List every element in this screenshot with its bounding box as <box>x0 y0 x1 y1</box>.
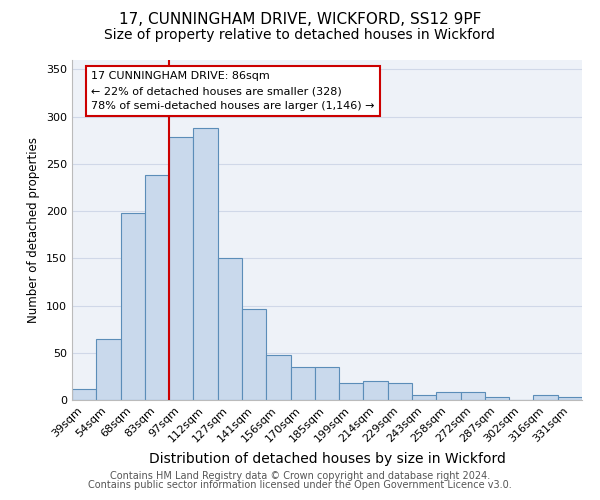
Bar <box>218 258 242 400</box>
Text: 17 CUNNINGHAM DRIVE: 86sqm
← 22% of detached houses are smaller (328)
78% of sem: 17 CUNNINGHAM DRIVE: 86sqm ← 22% of deta… <box>91 72 375 111</box>
Bar <box>121 213 145 400</box>
Bar <box>412 396 436 400</box>
Y-axis label: Number of detached properties: Number of detached properties <box>28 137 40 323</box>
Bar <box>96 338 121 400</box>
Bar <box>242 310 266 400</box>
Text: Contains public sector information licensed under the Open Government Licence v3: Contains public sector information licen… <box>88 480 512 490</box>
Text: Contains HM Land Registry data © Crown copyright and database right 2024.: Contains HM Land Registry data © Crown c… <box>110 471 490 481</box>
Bar <box>72 388 96 400</box>
Bar <box>145 175 169 400</box>
Bar <box>364 381 388 400</box>
Bar <box>533 396 558 400</box>
Text: Size of property relative to detached houses in Wickford: Size of property relative to detached ho… <box>104 28 496 42</box>
X-axis label: Distribution of detached houses by size in Wickford: Distribution of detached houses by size … <box>149 452 505 466</box>
Bar <box>339 383 364 400</box>
Text: 17, CUNNINGHAM DRIVE, WICKFORD, SS12 9PF: 17, CUNNINGHAM DRIVE, WICKFORD, SS12 9PF <box>119 12 481 28</box>
Bar <box>558 397 582 400</box>
Bar <box>290 367 315 400</box>
Bar <box>436 392 461 400</box>
Bar <box>193 128 218 400</box>
Bar <box>461 392 485 400</box>
Bar <box>388 383 412 400</box>
Bar <box>266 354 290 400</box>
Bar <box>315 367 339 400</box>
Bar <box>485 397 509 400</box>
Bar <box>169 138 193 400</box>
